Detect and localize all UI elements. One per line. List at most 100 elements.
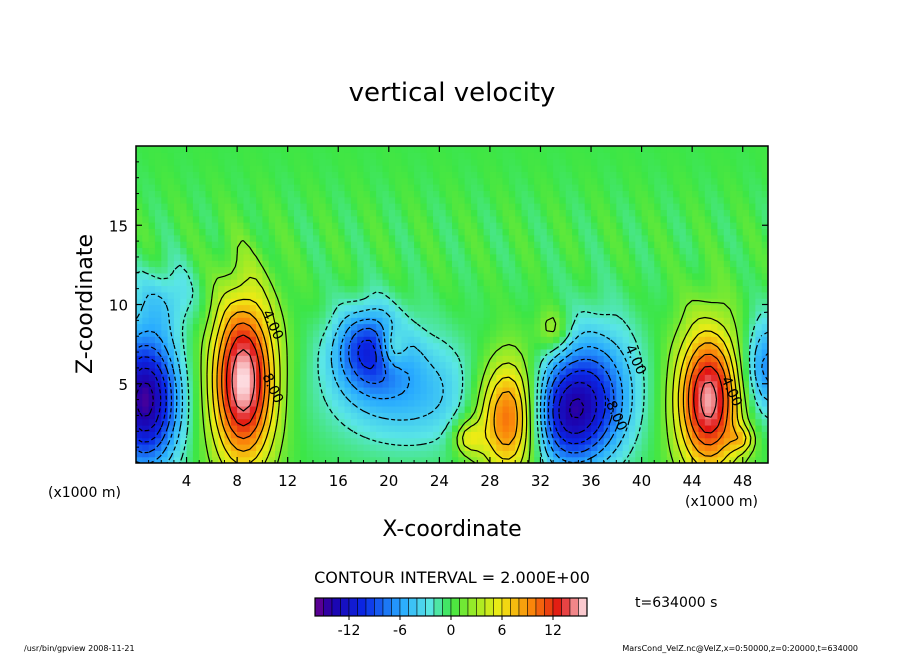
heat-cell bbox=[344, 260, 352, 268]
heat-cell bbox=[527, 298, 535, 306]
heat-cell bbox=[692, 228, 700, 236]
heat-cell bbox=[572, 279, 579, 287]
heat-cell bbox=[312, 203, 320, 210]
heat-cell bbox=[534, 266, 542, 274]
heat-cell bbox=[344, 215, 352, 223]
heat-cell bbox=[388, 291, 396, 299]
heat-cell bbox=[199, 424, 207, 432]
heat-cell bbox=[730, 203, 737, 210]
heat-cell bbox=[761, 355, 768, 363]
heat-cell bbox=[616, 405, 624, 413]
heat-cell bbox=[357, 329, 365, 337]
heat-cell bbox=[281, 184, 289, 191]
heat-cell bbox=[534, 437, 542, 445]
heat-cell bbox=[572, 431, 579, 439]
heat-cell bbox=[395, 279, 403, 287]
heat-cell bbox=[218, 234, 226, 242]
heat-cell bbox=[578, 234, 586, 242]
heat-cell bbox=[161, 158, 169, 166]
heat-cell bbox=[452, 304, 459, 312]
heat-cell bbox=[730, 329, 737, 337]
heat-cell bbox=[224, 171, 232, 179]
heat-cell bbox=[464, 171, 472, 179]
heat-cell bbox=[673, 329, 681, 337]
heat-cell bbox=[281, 456, 289, 463]
heat-cell bbox=[679, 146, 687, 153]
heat-cell bbox=[477, 234, 485, 242]
heat-cell bbox=[761, 253, 768, 261]
heat-cell bbox=[388, 380, 396, 388]
heat-cell bbox=[262, 146, 270, 153]
heat-cell bbox=[755, 215, 763, 223]
heat-cell bbox=[730, 241, 737, 249]
heat-cell bbox=[742, 152, 750, 160]
heat-cell bbox=[679, 424, 687, 432]
heat-cell bbox=[154, 399, 162, 407]
heat-cell bbox=[192, 361, 200, 369]
heat-cell bbox=[192, 355, 200, 363]
heat-cell bbox=[205, 348, 213, 356]
heat-cell bbox=[723, 380, 731, 388]
heat-cell bbox=[439, 165, 447, 172]
heat-cell bbox=[306, 418, 314, 426]
heat-cell bbox=[666, 228, 674, 236]
heat-cell bbox=[603, 152, 611, 160]
heat-cell bbox=[331, 196, 339, 204]
heat-cell bbox=[230, 418, 238, 426]
heat-cell bbox=[565, 228, 573, 236]
heat-cell bbox=[616, 336, 624, 344]
heat-cell bbox=[382, 285, 390, 293]
heat-cell bbox=[395, 374, 403, 382]
heat-cell bbox=[711, 260, 719, 268]
heat-cell bbox=[565, 285, 573, 293]
heat-cell bbox=[287, 266, 295, 274]
heat-cell bbox=[445, 146, 453, 153]
heat-cell bbox=[388, 399, 396, 407]
heat-cell bbox=[470, 260, 478, 268]
heat-cell bbox=[654, 152, 662, 160]
heat-cell bbox=[553, 456, 561, 463]
heat-cell bbox=[654, 184, 662, 191]
heat-cell bbox=[483, 367, 491, 375]
heat-cell bbox=[477, 228, 485, 236]
heat-cell bbox=[692, 342, 700, 350]
heat-cell bbox=[275, 165, 282, 172]
heat-cell bbox=[610, 374, 617, 382]
heat-cell bbox=[742, 298, 750, 306]
heat-cell bbox=[483, 431, 491, 439]
heat-cell bbox=[331, 380, 339, 388]
heat-cell bbox=[559, 374, 567, 382]
heat-cell bbox=[597, 367, 605, 375]
heat-cell bbox=[414, 342, 421, 350]
heat-cell bbox=[559, 203, 567, 210]
heat-cell bbox=[205, 304, 213, 312]
heat-cell bbox=[312, 329, 320, 337]
heat-cell bbox=[173, 374, 181, 382]
heat-cell bbox=[237, 152, 245, 160]
heat-cell bbox=[584, 348, 592, 356]
heat-cell bbox=[723, 190, 731, 198]
heat-cell bbox=[161, 253, 169, 261]
heat-cell bbox=[717, 146, 725, 153]
heat-cell bbox=[401, 342, 409, 350]
heat-cell bbox=[262, 393, 270, 401]
heat-cell bbox=[243, 355, 251, 363]
heat-cell bbox=[477, 336, 485, 344]
heat-cell bbox=[711, 228, 719, 236]
heat-cell bbox=[654, 241, 662, 249]
heat-cell bbox=[496, 196, 504, 204]
heat-cell bbox=[711, 412, 719, 420]
heat-cell bbox=[496, 266, 504, 274]
heat-cell bbox=[401, 253, 409, 261]
heat-cell bbox=[218, 361, 226, 369]
heat-cell bbox=[363, 304, 371, 312]
heat-cell bbox=[761, 196, 768, 204]
heat-cell bbox=[395, 323, 403, 331]
heat-cell bbox=[407, 203, 415, 210]
heat-cell bbox=[401, 177, 409, 185]
heat-cell bbox=[508, 405, 516, 413]
heat-cell bbox=[679, 184, 687, 191]
heat-cell bbox=[426, 412, 434, 420]
heat-cell bbox=[711, 196, 719, 204]
heat-cell bbox=[452, 165, 459, 172]
